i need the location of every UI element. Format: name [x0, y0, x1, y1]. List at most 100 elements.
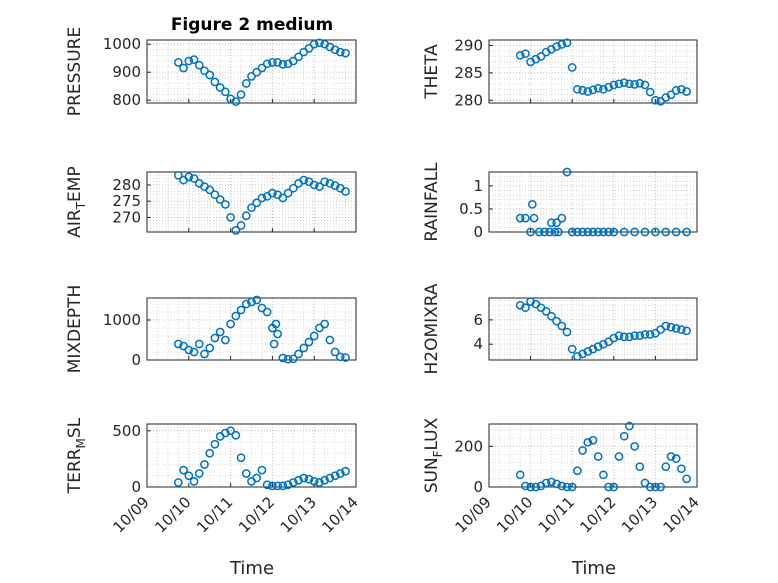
- data-point: [630, 80, 639, 89]
- axes-6: 4 6 H2OMIXRA: [422, 283, 698, 375]
- y-tick-label: 6: [473, 311, 483, 329]
- data-point: [567, 63, 577, 72]
- data-point: [557, 213, 567, 223]
- x-tick-label: 10/10: [151, 493, 194, 536]
- y-axis-label: PRESSURE: [65, 27, 85, 116]
- figure-title: Figure 2 medium: [171, 15, 333, 35]
- data-point: [335, 469, 345, 478]
- data-point: [189, 55, 199, 64]
- data-point: [630, 331, 639, 341]
- y-axis-label: RAINFALL: [422, 162, 442, 242]
- y-tick-label: 1000: [103, 311, 141, 329]
- data-point: [521, 303, 530, 313]
- x-tick-label: 10/09: [452, 493, 495, 536]
- data-point: [583, 437, 593, 447]
- data-point: [288, 183, 298, 193]
- data-point: [189, 174, 199, 183]
- data-point: [252, 473, 262, 483]
- data-point: [299, 343, 309, 353]
- data-point: [526, 482, 535, 492]
- data-point: [241, 469, 251, 478]
- data-point: [184, 172, 194, 182]
- data-point: [257, 193, 267, 203]
- data-point: [599, 84, 608, 94]
- data-point: [630, 227, 639, 237]
- data-point: [567, 227, 577, 237]
- data-point: [599, 470, 608, 480]
- data-point: [573, 84, 582, 94]
- data-point: [194, 339, 204, 349]
- data-point: [614, 331, 624, 341]
- data-point: [677, 84, 686, 94]
- data-point: [273, 58, 282, 67]
- data-point: [247, 203, 256, 213]
- data-point: [273, 481, 282, 491]
- data-point: [656, 482, 665, 492]
- x-tick-label: 10/14: [660, 493, 703, 536]
- data-point: [184, 471, 194, 481]
- data-point: [619, 227, 629, 237]
- data-point: [241, 299, 251, 309]
- data-point: [635, 331, 645, 341]
- data-point: [341, 353, 350, 362]
- data-point: [200, 66, 209, 76]
- y-tick-label: 800: [112, 91, 141, 109]
- data-point: [619, 332, 629, 342]
- data-point: [552, 316, 561, 326]
- data-point: [241, 79, 251, 88]
- data-point: [609, 227, 619, 237]
- data-point: [645, 87, 655, 97]
- data-point: [221, 200, 230, 209]
- y-tick-label: 280: [112, 176, 141, 194]
- y-tick-label: 900: [112, 63, 141, 81]
- data-point: [252, 198, 262, 208]
- data-point: [215, 195, 225, 204]
- data-point: [651, 95, 660, 105]
- axes-4: 0 0.5 1 RAINFALL: [422, 162, 698, 242]
- axes-box: [146, 423, 357, 488]
- data-point: [236, 305, 246, 315]
- data-point: [221, 428, 230, 438]
- data-point: [640, 227, 650, 237]
- data-point: [557, 321, 567, 331]
- data-point: [534, 227, 544, 237]
- data-point: [200, 349, 209, 359]
- data-point: [640, 478, 650, 488]
- data-point: [330, 471, 340, 481]
- data-point: [661, 321, 671, 331]
- axes-box: [488, 423, 698, 488]
- data-point: [604, 482, 613, 492]
- data-point: [221, 87, 230, 97]
- data-point: [536, 52, 546, 61]
- axes-8: 0 200 SUNFLUX 10/0910/1010/1110/1210/1310/1…: [422, 417, 703, 536]
- data-point: [226, 213, 235, 222]
- data-point: [288, 56, 298, 66]
- y-tick-label: 1000: [103, 35, 141, 53]
- data-point: [526, 297, 535, 306]
- data-point: [526, 227, 535, 237]
- y-tick-label: 4: [473, 335, 483, 353]
- data-point: [174, 478, 183, 487]
- data-point: [174, 339, 183, 349]
- data-point: [320, 177, 329, 187]
- y-tick-label: 290: [454, 36, 483, 54]
- data-point: [341, 187, 350, 196]
- data-point: [315, 38, 324, 48]
- data-point: [630, 442, 639, 451]
- data-point: [325, 335, 335, 345]
- data-point: [540, 227, 549, 237]
- data-point: [552, 218, 561, 228]
- data-point: [625, 421, 634, 431]
- axes-7: 0 500 TERRMSL 10/0910/1010/1110/1210/1310/1…: [65, 417, 362, 536]
- data-point: [299, 473, 309, 483]
- data-point: [271, 319, 281, 329]
- data-point: [547, 477, 556, 487]
- data-point: [529, 213, 539, 223]
- data-point: [661, 462, 671, 472]
- data-point: [550, 227, 560, 237]
- x-tick-label: 10/13: [618, 493, 661, 536]
- data-point: [241, 211, 251, 221]
- data-point: [257, 63, 267, 73]
- data-point: [671, 227, 681, 237]
